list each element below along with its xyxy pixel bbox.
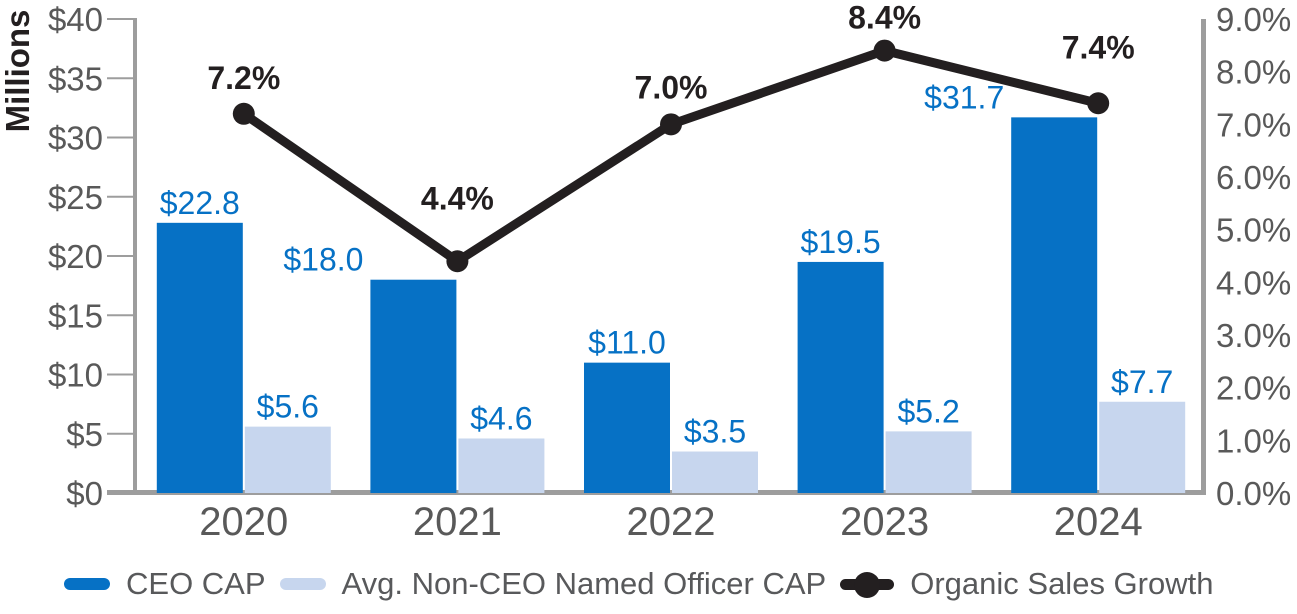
chart-canvas: $0 $5 $10 $15 $20 $25 $30 $35 $40 0.0% 1.0% 2.0% 3.0… [0,0,1291,544]
right-axis-tick-label: 2.0% [1216,370,1291,407]
y-axis-tick-label: $40 [48,1,103,38]
y-axis-tick-label: $15 [48,297,103,334]
y-axis-title: Millions [0,10,36,133]
right-axis-tick-label: 5.0% [1216,212,1291,249]
y-axis-tick-label: $5 [66,416,103,453]
y-axis-tick [107,432,137,435]
ceo-cap-bar [797,261,884,493]
y-axis-tick [107,255,137,257]
ceo-cap-bar [156,222,243,493]
organic-sales-growth-marker [232,102,255,125]
y-axis-tick [107,373,137,376]
ceo-cap-value-label: $22.8 [160,185,240,221]
organic-sales-growth-value-label: 8.4% [848,0,921,36]
organic-sales-growth-marker [446,250,469,273]
organic-sales-growth-value-label: 7.2% [207,60,280,96]
legend-label-non-ceo-cap: Avg. Non-CEO Named Officer CAP [341,566,827,601]
y-axis-tick [107,77,137,80]
right-axis-tick-label: 9.0% [1216,1,1291,38]
ceo-cap-bar [370,279,457,493]
non-ceo-cap-bar [885,431,972,493]
non-ceo-cap-bar [672,451,758,493]
legend-label-ceo-cap: CEO CAP [126,566,266,601]
y-axis-tick-label: $30 [48,120,103,157]
ceo-cap-bar [1011,117,1098,493]
x-axis-category-label: 2023 [840,500,929,544]
non-ceo-cap-bar [244,426,331,493]
legend-item-ceo-cap: CEO CAP [64,566,266,602]
ceo-cap-value-label: $31.7 [924,79,1004,115]
right-axis-tick-label: 6.0% [1216,159,1291,196]
organic-sales-growth-value-label: 7.0% [635,69,708,105]
organic-sales-growth-marker [1087,92,1110,115]
y-axis-line [133,19,137,493]
x-axis-category-label: 2022 [627,500,716,544]
organic-sales-growth-marker [873,39,896,62]
non-ceo-cap-bar [1099,401,1186,493]
ceo-cap-value-label: $19.5 [801,224,881,260]
right-axis-tick-label: 3.0% [1216,317,1291,354]
organic-sales-growth-value-label: 4.4% [421,180,494,216]
ceo-cap-value-label: $18.0 [283,242,363,278]
legend-label-organic-sales-growth: Organic Sales Growth [910,566,1214,601]
x-axis-category-label: 2021 [413,500,502,544]
non-ceo-cap-value-label: $7.7 [1111,364,1173,400]
right-axis-tick-label: 4.0% [1216,264,1291,301]
right-axis-line [1201,19,1206,493]
y-axis-tick-label: $20 [48,238,103,275]
ceo-cap-bar [584,362,670,493]
ceo-cap-swatch-icon [64,578,110,590]
y-axis-tick [107,136,137,139]
y-axis-tick [107,195,137,198]
right-axis-tick-label: 7.0% [1216,106,1291,143]
organic-sales-growth-line-swatch-icon [840,571,895,598]
non-ceo-cap-value-label: $5.2 [897,393,959,429]
legend-item-organic-sales-growth: Organic Sales Growth [840,566,1213,602]
x-axis-category-label: 2020 [199,500,288,544]
y-axis-tick [107,18,137,20]
ceo-cap-value-label: $11.0 [588,325,666,361]
x-axis-category-label: 2024 [1054,500,1143,544]
y-axis-tick [107,314,137,317]
organic-sales-growth-marker [660,113,682,136]
y-axis-tick-label: $0 [66,475,103,512]
y-axis-tick-label: $10 [48,357,103,394]
y-axis-tick-label: $25 [48,179,103,216]
y-axis-tick-label: $35 [48,60,103,97]
right-axis-tick-label: 1.0% [1216,422,1291,459]
organic-sales-growth-value-label: 7.4% [1062,29,1135,65]
right-axis-tick-label: 0.0% [1216,475,1291,512]
non-ceo-cap-bar [458,438,545,493]
chart-legend: CEO CAP Avg. Non-CEO Named Officer CAP O… [64,566,1213,602]
non-ceo-cap-value-label: $4.6 [470,400,532,436]
line-marker-dot-icon [854,571,881,598]
legend-item-non-ceo-cap: Avg. Non-CEO Named Officer CAP [279,566,827,602]
non-ceo-cap-value-label: $5.6 [257,389,319,425]
non-ceo-cap-value-label: $3.5 [684,414,746,450]
right-axis-tick-label: 8.0% [1216,54,1291,91]
non-ceo-cap-swatch-icon [279,578,326,590]
